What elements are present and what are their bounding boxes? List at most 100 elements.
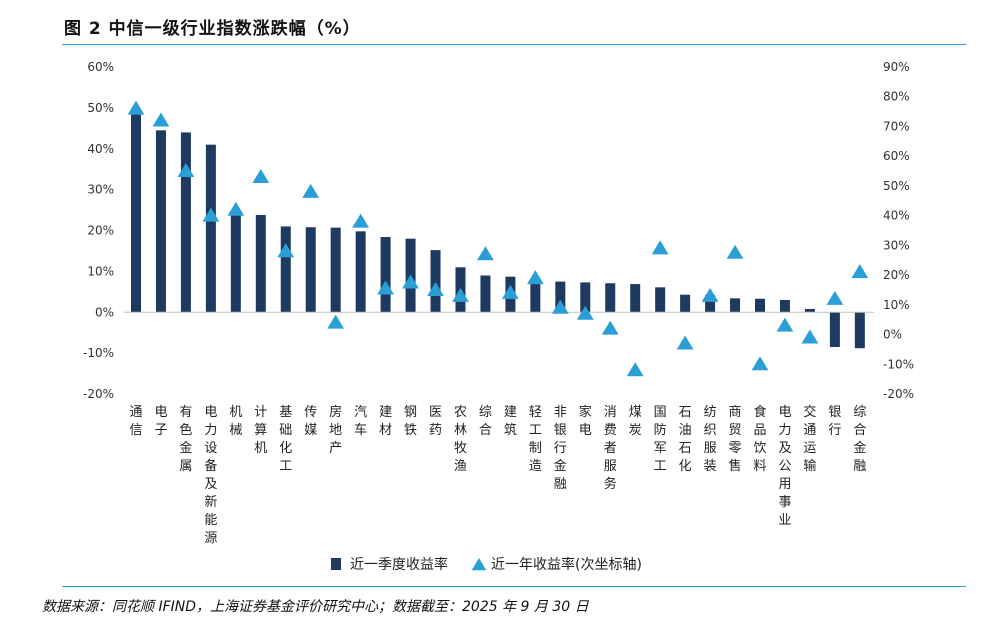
quarter-return-bar [580, 282, 591, 313]
right-tick-label: 10% [883, 298, 910, 312]
legend-marker-swatch [471, 558, 487, 571]
quarter-return-bar [755, 298, 765, 313]
right-tick-label: 50% [883, 179, 910, 193]
year-return-marker [676, 335, 694, 350]
right-tick-label: 80% [883, 90, 910, 104]
year-return-marker [452, 287, 469, 302]
quarter-return-bar [230, 212, 241, 313]
quarter-return-bar [355, 231, 366, 313]
quarter-return-bar [779, 299, 790, 313]
right-tick-label: -10% [883, 357, 914, 371]
category-label: 电力及公用事业 [778, 405, 791, 528]
year-return-marker [277, 243, 295, 258]
category-label: 商贸零售 [729, 405, 742, 474]
category-label: 国防军工 [654, 405, 667, 474]
category-label: 消费者服务 [604, 405, 617, 492]
category-label: 银行 [828, 405, 841, 438]
left-axis: -20% -10% 0% 10% 20% 30% 40% 50% 60% [83, 60, 114, 401]
title-rule [62, 44, 966, 45]
year-return-marker [751, 356, 769, 371]
quarter-return-bar [680, 294, 691, 313]
quarter-return-bar [430, 250, 441, 313]
quarter-return-bar [555, 281, 566, 313]
right-tick-label: 90% [883, 60, 910, 74]
category-label: 交通运输 [803, 404, 816, 474]
category-label: 机械 [229, 405, 242, 438]
category-label: 医药 [429, 405, 442, 438]
category-label: 通信 [129, 405, 142, 438]
category-label: 农林牧渔 [454, 405, 467, 474]
legend: 近一季度收益率 近一年收益率(次坐标轴) [331, 556, 642, 573]
category-label: 纺织服装 [704, 405, 717, 474]
year-return-marker [576, 305, 594, 320]
quarter-return-bar [255, 214, 266, 313]
legend-bar-label: 近一季度收益率 [350, 556, 448, 573]
right-tick-label: 0% [883, 328, 902, 342]
quarter-return-bar [605, 283, 616, 313]
quarter-return-bar [205, 144, 216, 313]
quarter-return-bar [330, 227, 341, 313]
source-note: 数据来源：同花顺 IFIND，上海证券基金评价研究中心；数据截至：2025 年 … [42, 599, 589, 615]
year-return-marker [352, 213, 370, 228]
year-return-marker [177, 163, 195, 178]
year-return-marker [551, 299, 569, 314]
legend-marker-label: 近一年收益率(次坐标轴) [491, 556, 642, 573]
marker-series [127, 100, 869, 377]
category-label: 轻工制造 [529, 405, 542, 474]
right-tick-label: -20% [883, 387, 914, 401]
quarter-return-bar [705, 295, 716, 313]
year-return-marker [327, 314, 345, 329]
right-tick-label: 20% [883, 268, 910, 282]
year-return-marker [801, 329, 819, 344]
quarter-return-bar [630, 284, 641, 313]
quarter-return-bar [530, 278, 541, 313]
year-return-marker [776, 317, 794, 332]
category-labels: 通信电子有色金属电力设备及新能源机械计算机基础化工传媒房地产汽车建材钢铁医药农林… [129, 404, 866, 546]
year-return-marker [526, 270, 544, 285]
category-label: 综合 [479, 405, 492, 438]
quarter-return-bar [829, 312, 840, 347]
category-label: 非银行金融 [554, 405, 567, 492]
category-label: 钢铁 [404, 405, 417, 438]
year-return-marker [477, 246, 494, 261]
year-return-marker [252, 168, 270, 183]
category-label: 石油石化 [679, 405, 692, 474]
quarter-return-bar [730, 298, 741, 313]
category-label: 电力设备及新能源 [204, 405, 217, 546]
quarter-return-bar [804, 308, 815, 313]
quarter-return-bar [280, 226, 291, 313]
left-tick-label: 10% [87, 264, 114, 278]
category-label: 传媒 [304, 405, 317, 438]
right-tick-label: 30% [883, 238, 910, 252]
year-return-marker [502, 284, 519, 299]
category-label: 电子 [154, 405, 167, 438]
right-tick-label: 40% [883, 209, 910, 223]
category-label: 煤炭 [629, 405, 642, 438]
year-return-marker [851, 264, 869, 279]
category-label: 食品饮料 [753, 404, 766, 474]
left-tick-label: 40% [87, 142, 114, 156]
left-tick-label: -10% [83, 346, 114, 360]
year-return-marker [227, 201, 245, 216]
quarter-return-bar [480, 275, 491, 313]
right-tick-label: 70% [883, 119, 910, 133]
right-tick-label: 60% [883, 149, 910, 163]
year-return-marker [302, 183, 320, 198]
quarter-return-bar [854, 312, 865, 349]
year-return-marker [651, 240, 669, 255]
category-label: 建筑 [504, 405, 517, 438]
year-return-marker [726, 244, 744, 259]
quarter-return-bar [380, 237, 391, 313]
category-label: 基础化工 [279, 405, 292, 474]
quarter-return-bar [305, 227, 316, 313]
year-return-marker [152, 112, 170, 127]
legend-bar-swatch [331, 558, 341, 570]
category-label: 房地产 [329, 404, 342, 456]
left-tick-label: 30% [87, 183, 114, 197]
category-label: 建材 [379, 405, 392, 438]
left-tick-label: 60% [87, 60, 114, 74]
quarter-return-bar [180, 132, 191, 313]
category-label: 有色金属 [179, 405, 192, 474]
category-label: 综合金融 [853, 405, 866, 474]
